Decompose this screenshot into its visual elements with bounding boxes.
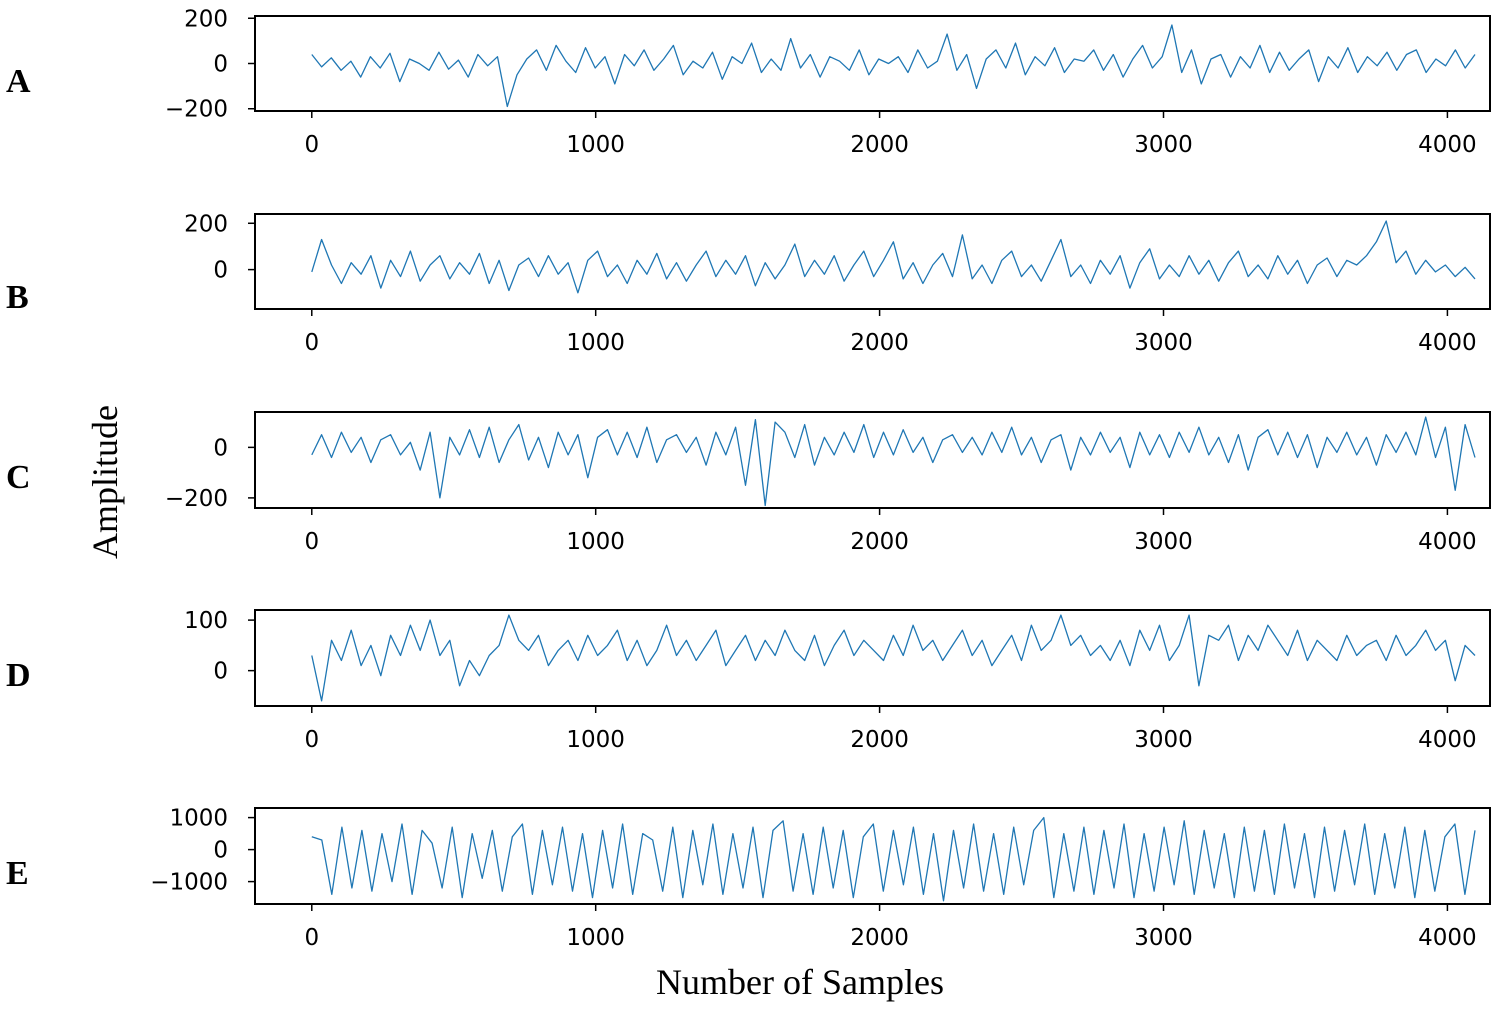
y-tick-label-e--1000: −1000 (150, 870, 228, 896)
plot-frame-d (254, 609, 1491, 707)
x-tick-label-b-0: 0 (304, 330, 319, 356)
series-line-b (311, 220, 1476, 294)
y-tick-label-b-0: 0 (213, 258, 228, 284)
x-tick-label-d-0: 0 (304, 727, 319, 753)
panel-label-d: D (6, 657, 31, 694)
x-tick-label-c-1000: 1000 (566, 529, 625, 555)
x-tick-label-a-0: 0 (304, 132, 319, 158)
y-axis-title: Amplitude (85, 405, 125, 559)
x-tick-label-d-2000: 2000 (850, 727, 909, 753)
panel-label-a: A (6, 63, 31, 100)
plot-frame-a (254, 15, 1491, 112)
x-tick-label-e-0: 0 (304, 925, 319, 951)
x-tick-label-a-3000: 3000 (1134, 132, 1193, 158)
plot-frame-e (254, 807, 1491, 905)
x-tick-label-e-1000: 1000 (566, 925, 625, 951)
y-tick-label-a-0: 0 (213, 52, 228, 78)
y-tick-label-a-200: 200 (184, 6, 228, 32)
series-line-a (311, 24, 1476, 108)
x-tick-label-c-3000: 3000 (1134, 529, 1193, 555)
x-tick-label-b-3000: 3000 (1134, 330, 1193, 356)
x-tick-label-a-1000: 1000 (566, 132, 625, 158)
x-axis-title: Number of Samples (656, 962, 944, 1002)
series-line-c (311, 416, 1476, 507)
plot-frame-b (254, 213, 1491, 310)
x-tick-label-e-4000: 4000 (1418, 925, 1477, 951)
panel-e: E 0 1000 2000 3000 4000 1000 0 −1000 (6, 806, 1491, 951)
y-tick-label-e-1000: 1000 (169, 806, 228, 832)
x-tick-label-d-4000: 4000 (1418, 727, 1477, 753)
panel-label-b: B (6, 279, 29, 316)
panel-c: C 0 1000 2000 3000 4000 0 −200 (6, 411, 1491, 555)
y-tick-label-b-200: 200 (184, 211, 228, 237)
x-tick-label-c-0: 0 (304, 529, 319, 555)
y-tick-label-e-0: 0 (213, 838, 228, 864)
plot-frame-c (254, 411, 1491, 509)
x-tick-label-a-2000: 2000 (850, 132, 909, 158)
y-tick-label-c--200: −200 (165, 486, 228, 512)
panel-label-e: E (6, 855, 29, 892)
x-tick-label-b-4000: 4000 (1418, 330, 1477, 356)
x-tick-label-b-2000: 2000 (850, 330, 909, 356)
x-tick-label-e-3000: 3000 (1134, 925, 1193, 951)
x-tick-label-e-2000: 2000 (850, 925, 909, 951)
series-line-e (311, 816, 1476, 902)
x-tick-label-b-1000: 1000 (566, 330, 625, 356)
y-tick-label-d-0: 0 (213, 659, 228, 685)
x-tick-label-a-4000: 4000 (1418, 132, 1477, 158)
series-line-d (311, 614, 1476, 702)
y-tick-label-a--200: −200 (165, 97, 228, 123)
x-tick-label-c-2000: 2000 (850, 529, 909, 555)
x-tick-label-d-1000: 1000 (566, 727, 625, 753)
y-tick-label-d-100: 100 (184, 608, 228, 634)
x-tick-label-d-3000: 3000 (1134, 727, 1193, 753)
panel-label-c: C (6, 459, 31, 496)
x-tick-label-c-4000: 4000 (1418, 529, 1477, 555)
y-tick-label-c-0: 0 (213, 435, 228, 461)
